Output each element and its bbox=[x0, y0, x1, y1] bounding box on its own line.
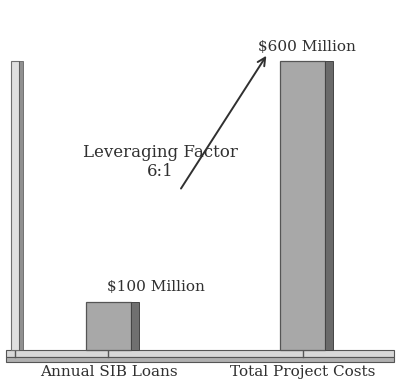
Text: $100 Million: $100 Million bbox=[107, 280, 205, 294]
Bar bbox=[11, 61, 19, 350]
Bar bbox=[6, 350, 394, 357]
Bar bbox=[86, 302, 130, 350]
Bar bbox=[280, 61, 325, 350]
Bar bbox=[6, 357, 394, 362]
Bar bbox=[130, 302, 139, 350]
Text: Annual SIB Loans: Annual SIB Loans bbox=[40, 365, 177, 380]
Text: Total Project Costs: Total Project Costs bbox=[230, 365, 375, 380]
Text: $600 Million: $600 Million bbox=[258, 40, 356, 54]
Text: Leveraging Factor
6:1: Leveraging Factor 6:1 bbox=[83, 144, 238, 180]
Bar bbox=[19, 61, 23, 350]
Bar bbox=[325, 61, 333, 350]
